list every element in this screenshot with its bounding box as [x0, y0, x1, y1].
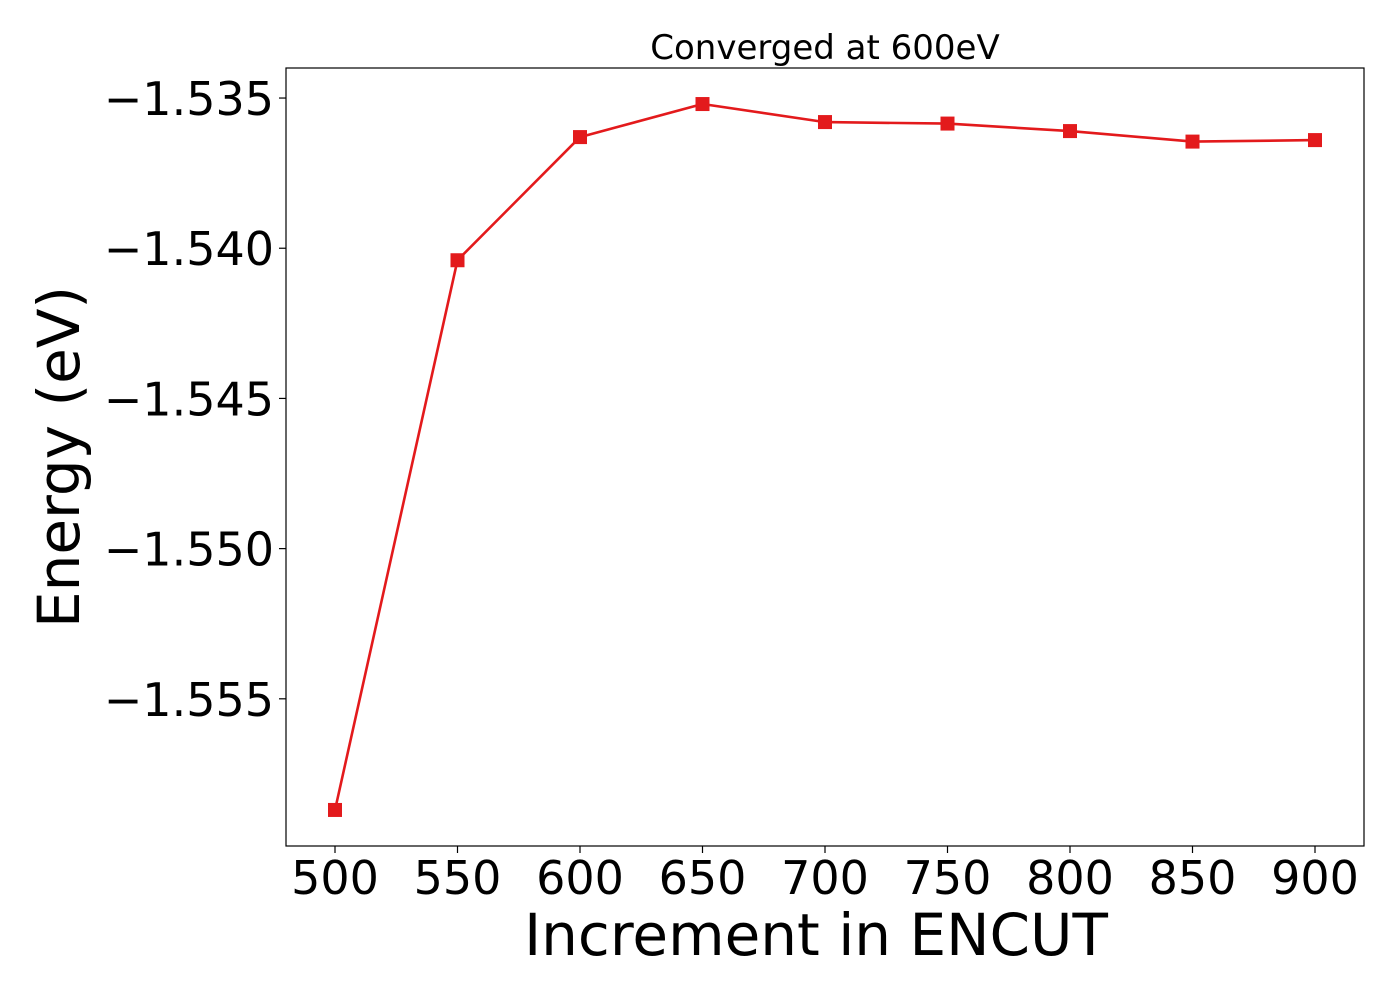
y-tick-label: −1.550 [104, 523, 274, 577]
y-tick-label: −1.540 [104, 222, 274, 276]
x-tick-label: 500 [291, 851, 379, 905]
plot-area-frame [285, 67, 1365, 847]
data-point-marker [1063, 124, 1077, 139]
data-point-marker [940, 116, 955, 131]
y-tick-label: −1.555 [104, 673, 274, 727]
chart-title: Converged at 600eV [650, 28, 999, 68]
data-point-marker [1185, 134, 1200, 149]
y-axis-ticks: −1.535 −1.540 −1.545 −1.550 −1.555 [104, 72, 286, 727]
x-tick-label: 650 [659, 851, 747, 905]
data-point-marker [450, 253, 465, 268]
x-tick-label: 850 [1149, 851, 1237, 905]
x-tick-label: 550 [414, 851, 502, 905]
x-tick-label: 600 [536, 851, 624, 905]
data-point-marker [1308, 133, 1322, 148]
x-tick-label: 750 [904, 851, 992, 905]
x-tick-label: 700 [781, 851, 869, 905]
series-layer [328, 97, 1322, 817]
x-tick-label: 900 [1271, 851, 1359, 905]
data-point-marker [328, 802, 342, 817]
x-axis-label: Increment in ENCUT [524, 901, 1108, 969]
y-axis-label: Energy (eV) [25, 286, 93, 628]
data-point-marker [818, 115, 832, 130]
y-tick-label: −1.535 [104, 72, 274, 126]
data-point-marker [573, 130, 587, 145]
data-point-marker [695, 97, 710, 112]
x-tick-label: 800 [1026, 851, 1114, 905]
x-axis-ticks: 500 550 600 650 700 750 800 850 900 [291, 846, 1359, 905]
y-tick-label: −1.545 [104, 372, 274, 426]
